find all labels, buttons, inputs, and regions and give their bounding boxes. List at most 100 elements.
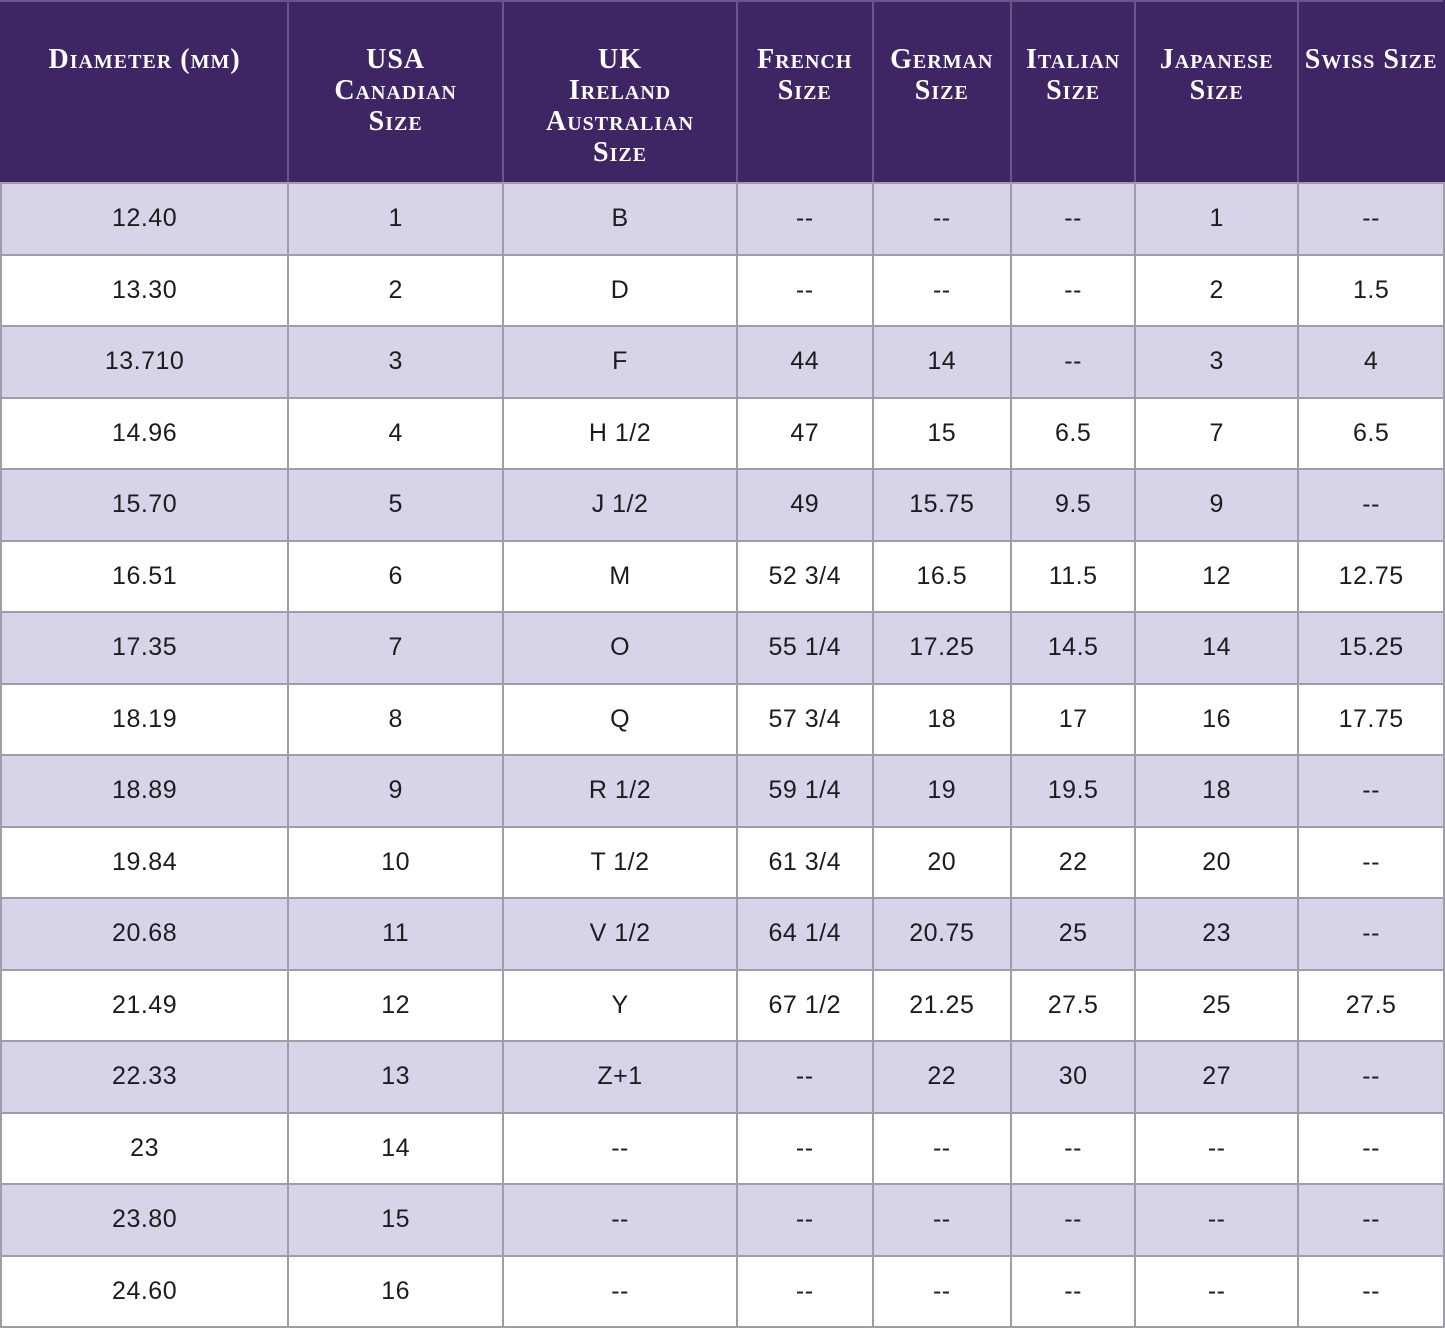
table-cell: -- — [1297, 1040, 1445, 1114]
table-cell: -- — [1010, 182, 1137, 256]
table-cell: 2 — [287, 253, 505, 327]
table-cell: Q — [502, 682, 738, 756]
table-cell: M — [502, 539, 738, 613]
table-cell: -- — [1010, 1111, 1137, 1185]
table-cell: 18.19 — [0, 682, 290, 756]
table-cell: -- — [1134, 1111, 1300, 1185]
table-cell: 9 — [287, 754, 505, 828]
table-row: 16.51 6 M 52 3/4 16.5 11.5 12 12.75 — [0, 539, 1445, 613]
table-cell: -- — [1134, 1183, 1300, 1257]
table-cell: 19.84 — [0, 825, 290, 899]
table-cell: 7 — [287, 611, 505, 685]
table-cell: 14.5 — [1010, 611, 1137, 685]
table-cell: 67 1/2 — [735, 968, 874, 1042]
header-row: Diameter (mm) USA Canadian Size UK Irela… — [0, 0, 1445, 184]
table-row: 14.96 4 H 1/2 47 15 6.5 7 6.5 — [0, 396, 1445, 470]
table-cell: 1 — [1134, 182, 1300, 256]
table-cell: 17 — [1010, 682, 1137, 756]
table-cell: Y — [502, 968, 738, 1042]
table-cell: 23 — [0, 1111, 290, 1185]
table-cell: -- — [1297, 182, 1445, 256]
table-cell: 22 — [871, 1040, 1013, 1114]
table-cell: 18 — [1134, 754, 1300, 828]
table-row: 18.89 9 R 1/2 59 1/4 19 19.5 18 -- — [0, 754, 1445, 828]
table-cell: 20.75 — [871, 897, 1013, 971]
table-cell: 23 — [1134, 897, 1300, 971]
table-cell: 24.60 — [0, 1254, 290, 1328]
table-cell: Z+1 — [502, 1040, 738, 1114]
table-cell: 4 — [287, 396, 505, 470]
column-header-diameter: Diameter (mm) — [0, 0, 290, 184]
table-cell: F — [502, 325, 738, 399]
table-cell: 11 — [287, 897, 505, 971]
table-cell: 16 — [287, 1254, 505, 1328]
table-cell: 4 — [1297, 325, 1445, 399]
table-row: 17.35 7 O 55 1/4 17.25 14.5 14 15.25 — [0, 611, 1445, 685]
table-cell: R 1/2 — [502, 754, 738, 828]
column-header-japanese: Japanese Size — [1134, 0, 1300, 184]
size-table-body: 12.40 1 B -- -- -- 1 -- 13.30 2 D -- -- -- 2 1.5 13.710 3… — [0, 182, 1445, 1328]
table-cell: -- — [1297, 1111, 1445, 1185]
table-cell: 13.710 — [0, 325, 290, 399]
table-cell: 15.70 — [0, 468, 290, 542]
table-cell: 25 — [1010, 897, 1137, 971]
table-cell: 15.75 — [871, 468, 1013, 542]
table-cell: 61 3/4 — [735, 825, 874, 899]
table-cell: 49 — [735, 468, 874, 542]
table-cell: -- — [1297, 468, 1445, 542]
table-cell: 6.5 — [1297, 396, 1445, 470]
column-header-french: French Size — [735, 0, 874, 184]
table-cell: 55 1/4 — [735, 611, 874, 685]
table-row: 13.710 3 F 44 14 -- 3 4 — [0, 325, 1445, 399]
table-cell: 22 — [1010, 825, 1137, 899]
table-cell: 2 — [1134, 253, 1300, 327]
table-cell: 13.30 — [0, 253, 290, 327]
table-cell: -- — [1134, 1254, 1300, 1328]
table-cell: 16.5 — [871, 539, 1013, 613]
table-cell: 21.49 — [0, 968, 290, 1042]
table-cell: B — [502, 182, 738, 256]
table-cell: 13 — [287, 1040, 505, 1114]
table-row: 22.33 13 Z+1 -- 22 30 27 -- — [0, 1040, 1445, 1114]
table-cell: 9 — [1134, 468, 1300, 542]
table-cell: -- — [1297, 1183, 1445, 1257]
table-cell: 7 — [1134, 396, 1300, 470]
table-cell: 44 — [735, 325, 874, 399]
table-cell: 5 — [287, 468, 505, 542]
table-cell: 14 — [287, 1111, 505, 1185]
table-cell: -- — [1010, 253, 1137, 327]
table-cell: 57 3/4 — [735, 682, 874, 756]
table-cell: 16.51 — [0, 539, 290, 613]
table-cell: -- — [871, 1111, 1013, 1185]
column-header-german: German Size — [871, 0, 1013, 184]
table-cell: 14 — [1134, 611, 1300, 685]
table-cell: -- — [1297, 1254, 1445, 1328]
table-cell: 3 — [1134, 325, 1300, 399]
table-cell: 3 — [287, 325, 505, 399]
table-cell: -- — [871, 1183, 1013, 1257]
table-cell: 9.5 — [1010, 468, 1137, 542]
column-header-uk: UK Ireland Australian Size — [502, 0, 738, 184]
table-cell: 1 — [287, 182, 505, 256]
table-cell: 18.89 — [0, 754, 290, 828]
table-row: 13.30 2 D -- -- -- 2 1.5 — [0, 253, 1445, 327]
table-cell: 14.96 — [0, 396, 290, 470]
table-cell: -- — [1010, 325, 1137, 399]
table-header: Diameter (mm) USA Canadian Size UK Irela… — [0, 0, 1445, 184]
table-cell: 20 — [1134, 825, 1300, 899]
table-row: 23 14 -- -- -- -- -- -- — [0, 1111, 1445, 1185]
table-cell: D — [502, 253, 738, 327]
table-cell: -- — [1010, 1183, 1137, 1257]
table-cell: 15 — [871, 396, 1013, 470]
table-cell: 6.5 — [1010, 396, 1137, 470]
table-cell: 59 1/4 — [735, 754, 874, 828]
table-cell: -- — [871, 182, 1013, 256]
column-header-swiss: Swiss Size — [1297, 0, 1445, 184]
table-cell: 6 — [287, 539, 505, 613]
table-cell: 11.5 — [1010, 539, 1137, 613]
table-cell: H 1/2 — [502, 396, 738, 470]
table-cell: 10 — [287, 825, 505, 899]
table-row: 21.49 12 Y 67 1/2 21.25 27.5 25 27.5 — [0, 968, 1445, 1042]
table-cell: -- — [1297, 897, 1445, 971]
